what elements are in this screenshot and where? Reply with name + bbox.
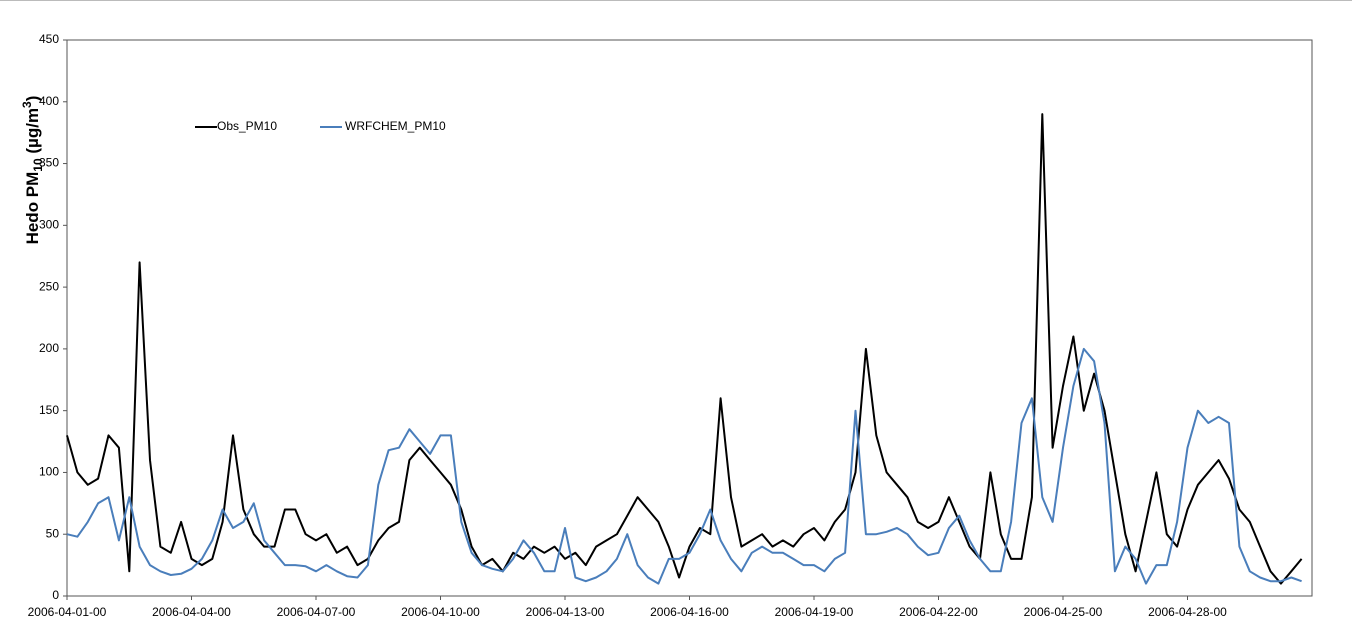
x-tick-label: 2006-04-13-00 — [526, 605, 605, 619]
y-tick-label: 200 — [39, 341, 59, 355]
x-tick-label: 2006-04-22-00 — [899, 605, 978, 619]
y-tick-label: 250 — [39, 279, 59, 293]
y-tick-label: 350 — [39, 156, 59, 170]
x-tick-label: 2006-04-16-00 — [650, 605, 729, 619]
x-tick-label: 2006-04-28-00 — [1148, 605, 1227, 619]
legend-label: Obs_PM10 — [217, 119, 277, 133]
x-tick-label: 2006-04-10-00 — [401, 605, 480, 619]
y-tick-label: 450 — [39, 32, 59, 46]
series-line — [66, 113, 1303, 585]
x-tick-label: 2006-04-07-00 — [277, 605, 356, 619]
x-tick-label: 2006-04-19-00 — [775, 605, 854, 619]
y-tick-label: 100 — [39, 465, 59, 479]
y-title-part: (µg/m — [23, 108, 42, 158]
x-tick-label: 2006-04-25-00 — [1024, 605, 1103, 619]
y-tick-label: 50 — [46, 526, 60, 540]
y-tick-label: 0 — [52, 588, 59, 602]
y-title-sub: 10 — [31, 158, 45, 172]
y-title-part: ) — [23, 96, 42, 102]
y-tick-label: 300 — [39, 218, 59, 232]
legend-label: WRFCHEM_PM10 — [345, 119, 446, 133]
y-tick-label: 400 — [39, 94, 59, 108]
y-tick-label: 150 — [39, 403, 59, 417]
x-tick-label: 2006-04-01-00 — [28, 605, 107, 619]
x-tick-label: 2006-04-04-00 — [152, 605, 231, 619]
y-title-sup: 3 — [20, 101, 34, 108]
series-line — [66, 347, 1302, 585]
y-axis-title: Hedo PM10 (µg/m3) — [20, 96, 45, 245]
y-title-part: Hedo PM — [23, 172, 42, 245]
